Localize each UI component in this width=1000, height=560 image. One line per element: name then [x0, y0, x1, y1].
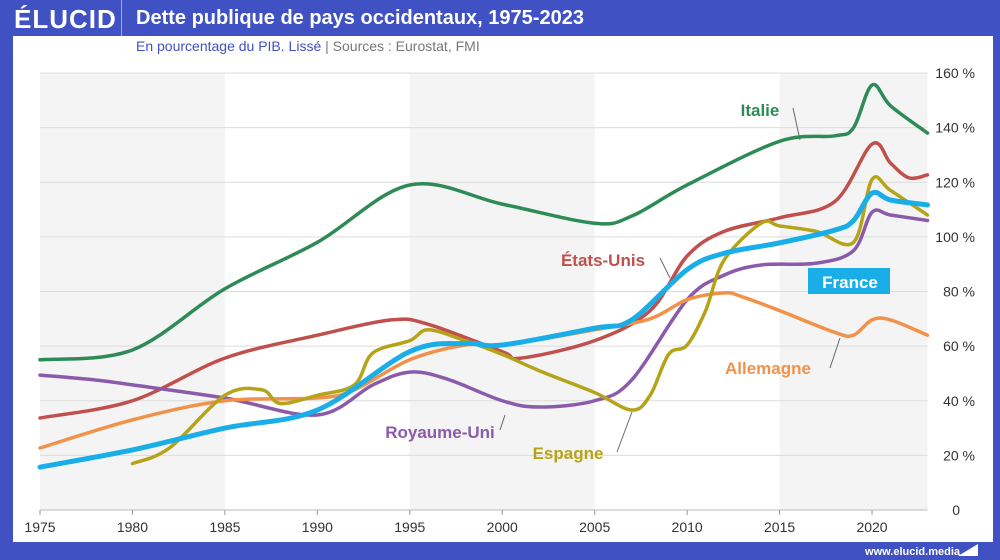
series-line-0	[38, 82, 930, 362]
y-tick-label: 60 %	[943, 338, 975, 354]
series-line-1	[38, 141, 930, 420]
label-leader-line	[829, 337, 841, 369]
series-label-3: Allemagne	[725, 359, 811, 378]
y-tick-label: 20 %	[943, 447, 975, 463]
series-line-4	[130, 174, 930, 466]
label-leader-line	[659, 257, 671, 279]
series-label-0: Italie	[741, 101, 780, 120]
y-tick-label: 140 %	[935, 120, 975, 136]
header-divider	[121, 0, 122, 36]
label-leader-line	[792, 107, 801, 141]
chart-subtitle: En pourcentage du PIB. Lissé | Sources :…	[136, 38, 480, 54]
label-leader-line	[499, 414, 506, 431]
x-tick-label: 1990	[302, 519, 333, 535]
x-tick-label: 1980	[117, 519, 148, 535]
france-label-box	[808, 268, 890, 294]
x-tick-label: 2010	[672, 519, 703, 535]
elucid-logo: ÉLUCID	[14, 4, 117, 34]
subtitle-text: En pourcentage du PIB. Lissé	[136, 38, 322, 54]
series-line-3	[38, 291, 930, 450]
chart-title: Dette publique de pays occidentaux, 1975…	[136, 7, 584, 29]
elucid-flag-icon	[958, 544, 978, 556]
x-tick-label: 1985	[209, 519, 240, 535]
subtitle-separator: |	[325, 38, 329, 54]
sources-text: Sources : Eurostat, FMI	[332, 38, 480, 54]
y-tick-label: 80 %	[943, 284, 975, 300]
series-label-5: France	[822, 273, 878, 292]
x-tick-label: 2005	[579, 519, 610, 535]
series-label-2: Royaume-Uni	[385, 423, 495, 442]
series-line-2	[38, 208, 930, 417]
y-tick-label: 120 %	[935, 174, 975, 190]
series-label-4: Espagne	[533, 444, 604, 463]
x-tick-label: 2015	[764, 519, 795, 535]
x-tick-label: 2020	[856, 519, 887, 535]
label-leader-line	[616, 411, 633, 453]
series-label-1: États-Unis	[561, 251, 645, 270]
y-tick-label: 160 %	[935, 65, 975, 81]
footer-url[interactable]: www.elucid.media	[865, 546, 960, 558]
x-tick-label: 2000	[487, 519, 518, 535]
series-line-5	[37, 189, 930, 470]
x-tick-label: 1995	[394, 519, 425, 535]
y-tick-label: 40 %	[943, 393, 975, 409]
x-tick-label: 1975	[24, 519, 55, 535]
y-tick-label: 100 %	[935, 229, 975, 245]
y-tick-label: 0	[952, 502, 960, 518]
